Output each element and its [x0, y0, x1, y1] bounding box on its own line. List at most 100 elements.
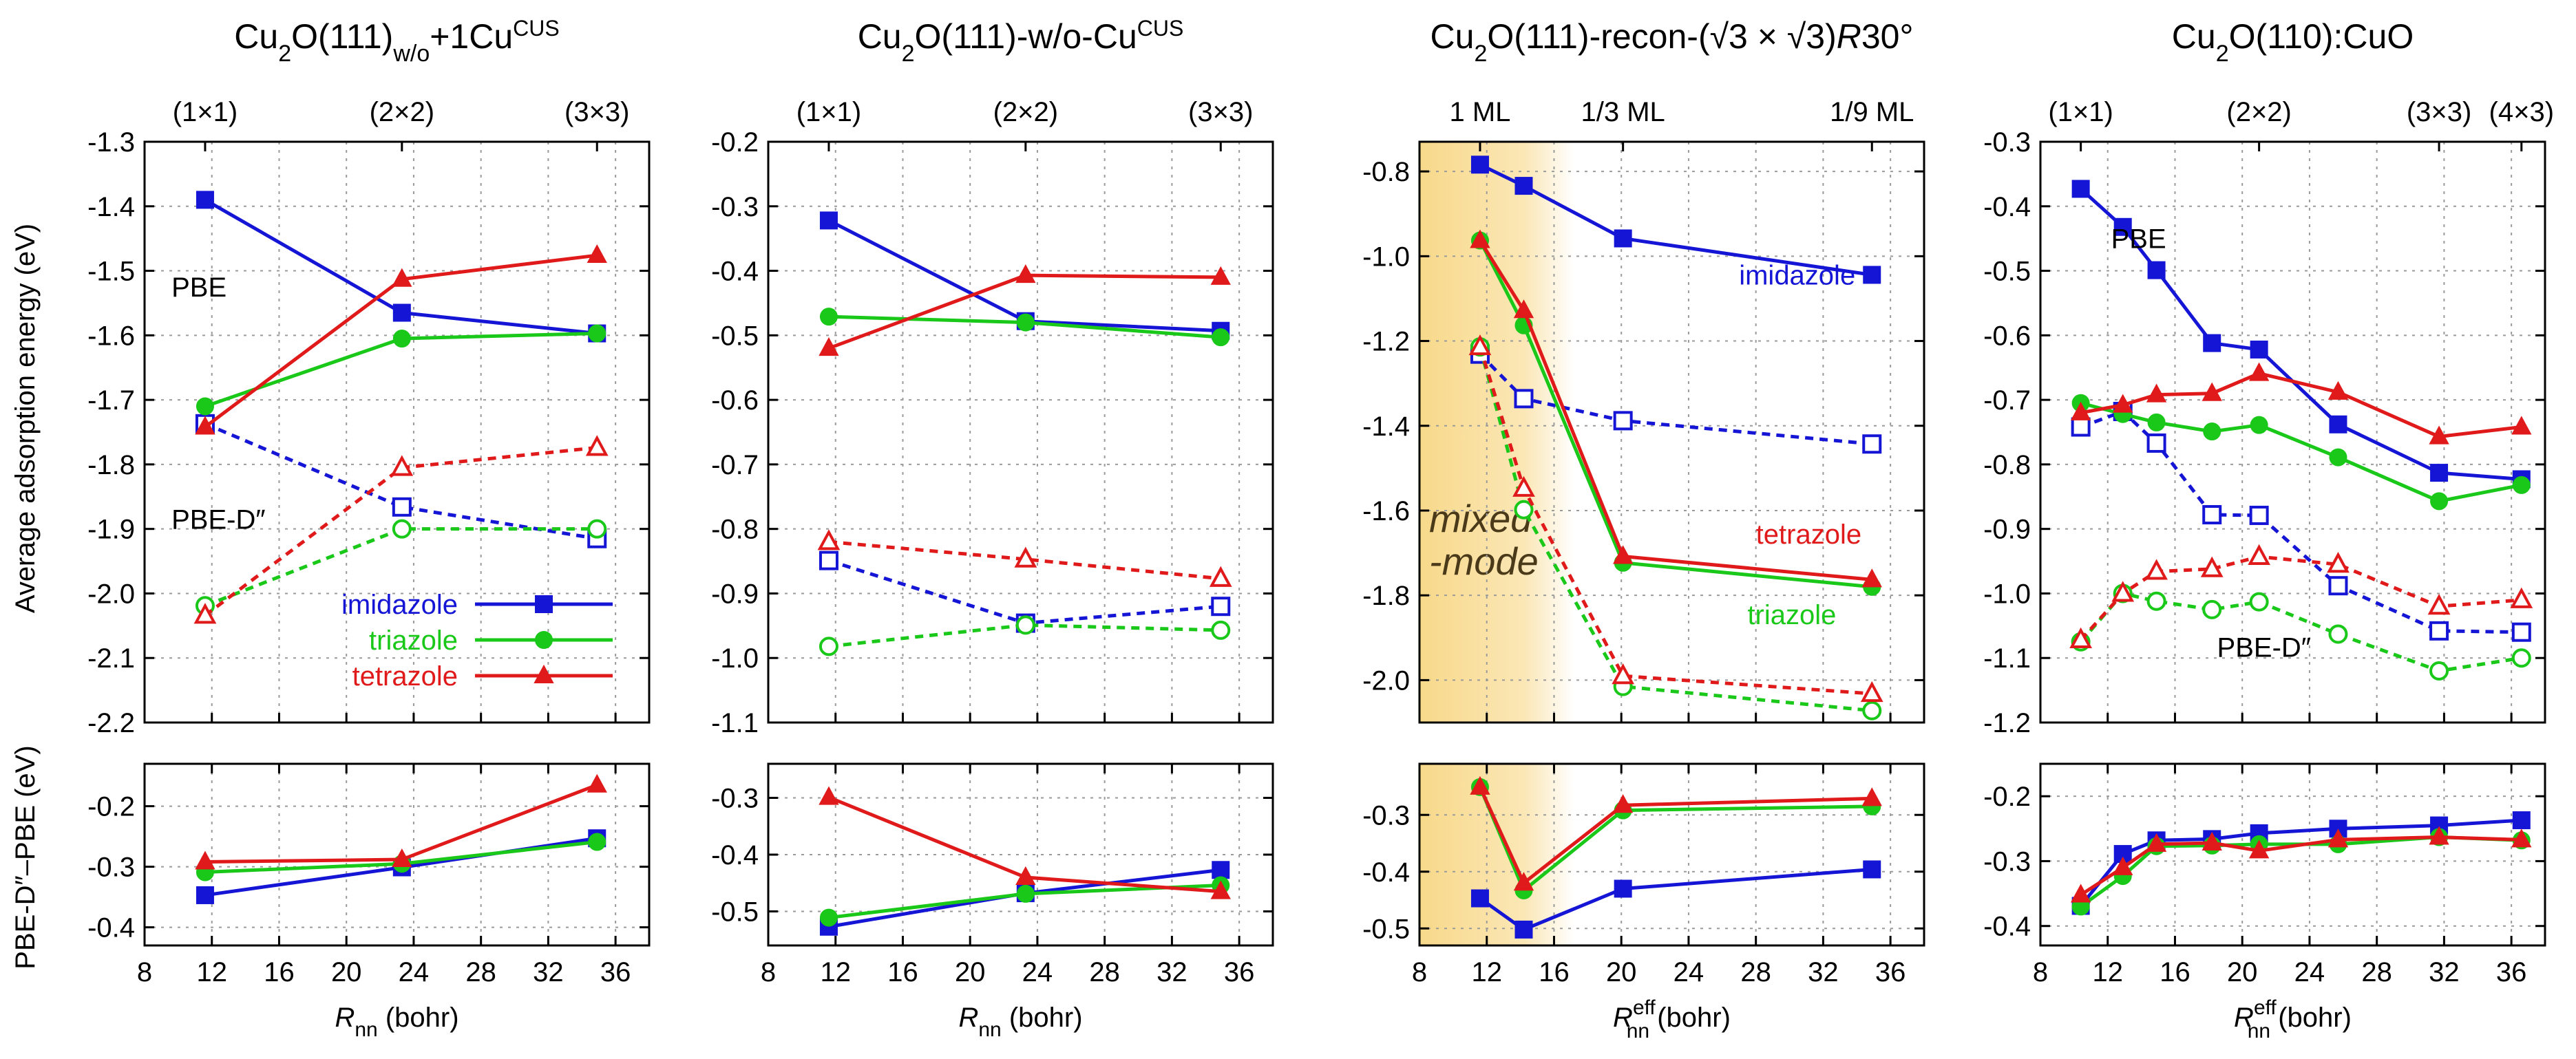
diff-point-tetrazole — [2202, 831, 2222, 851]
data-point-imidazole — [1211, 597, 1231, 617]
diff-plot-frame — [2039, 762, 2546, 947]
data-point-tetrazole — [1512, 475, 1535, 497]
x-tick-label: 12 — [820, 957, 851, 987]
diff-point-triazole — [819, 908, 838, 927]
data-point-imidazole — [2071, 417, 2091, 437]
top-axis-label: 1 ML — [1449, 97, 1510, 127]
data-point-triazole — [2430, 492, 2449, 511]
diff-point-imidazole — [1470, 889, 1489, 908]
data-point-triazole — [196, 397, 214, 416]
top-axis-label: 1/9 ML — [1830, 97, 1914, 127]
data-point-triazole — [1015, 615, 1035, 635]
diff-line-triazole — [2080, 835, 2522, 908]
data-point-imidazole — [1614, 229, 1632, 248]
legend-label-imidazole: imidazole — [341, 590, 458, 620]
data-point-triazole — [2203, 422, 2221, 441]
diff-point-tetrazole — [2327, 828, 2349, 848]
diff-line-tetrazole — [1478, 786, 1872, 886]
top-axis-label: (2×2) — [370, 97, 435, 127]
data-point-tetrazole — [2070, 401, 2091, 420]
diff-line-imidazole — [1479, 867, 1872, 932]
data-point-tetrazole — [1612, 545, 1634, 564]
x-tick-label: 28 — [2361, 957, 2392, 987]
series-line-tetrazole-pbe-d — [828, 539, 1221, 581]
diff-point-triazole — [588, 833, 606, 851]
data-point-imidazole — [1514, 389, 1534, 409]
data-point-tetrazole — [390, 455, 414, 476]
data-point-tetrazole — [2427, 594, 2451, 615]
data-point-triazole — [1212, 328, 1230, 347]
data-point-tetrazole — [2069, 627, 2092, 648]
data-point-tetrazole — [1861, 568, 1882, 588]
y-tick-label: -0.9 — [711, 579, 759, 609]
x-tick-label: 16 — [887, 957, 918, 987]
x-tick-label: 28 — [465, 957, 496, 987]
data-point-triazole — [587, 519, 607, 539]
legend-marker-tetrazole — [534, 664, 554, 683]
annotation-text: imidazole — [1739, 260, 1855, 290]
diff-y-axis-label: PBE-D″–PBE (eV) — [10, 745, 41, 969]
series-line-triazole-pbe-d — [828, 623, 1221, 648]
data-point-triazole — [2146, 591, 2166, 611]
y-tick-label: -2.0 — [87, 579, 135, 609]
y-tick-label: -1.7 — [87, 385, 135, 416]
data-point-imidazole — [2202, 505, 2222, 525]
x-tick-label: 36 — [1224, 957, 1255, 987]
y-tick-label: -1.5 — [87, 257, 135, 287]
diff-point-imidazole — [2512, 811, 2531, 830]
legend-marker-imidazole — [535, 595, 553, 613]
data-point-tetrazole — [1468, 334, 1492, 356]
top-axis-label: 1/3 ML — [1581, 97, 1665, 127]
series-line-tetrazole-pbe-d — [2079, 555, 2522, 641]
diff-point-imidazole — [1863, 860, 1881, 879]
x-tick-label: 8 — [1412, 957, 1427, 987]
x-tick-label: 16 — [2160, 957, 2190, 987]
main-plot-frame — [2039, 140, 2546, 724]
data-point-imidazole — [819, 211, 838, 230]
x-tick-label: 24 — [1022, 957, 1053, 987]
main-y-axis-label: Average adsorption energy (eV) — [10, 224, 41, 613]
data-point-triazole — [2250, 416, 2268, 434]
data-point-tetrazole — [819, 336, 839, 356]
data-point-imidazole — [392, 303, 411, 322]
y-tick-label: -2.2 — [87, 708, 135, 738]
data-point-imidazole — [1863, 266, 1881, 284]
data-point-imidazole — [392, 497, 412, 517]
panel-title: Cu2O(111)w/o+1CuCUS — [234, 16, 559, 67]
y-tick-label: -2.0 — [1362, 665, 1410, 696]
x-axis-label: Rnn (bohr) — [335, 1003, 458, 1041]
x-tick-label: 12 — [2092, 957, 2123, 987]
top-axis-label: (4×3) — [2489, 97, 2555, 127]
y-tick-label: -2.1 — [87, 643, 135, 674]
y-tick-label: -0.2 — [87, 792, 135, 822]
data-point-tetrazole — [1014, 546, 1037, 568]
data-point-triazole — [819, 308, 838, 326]
diff-point-tetrazole — [2113, 856, 2133, 875]
series-line-imidazole-pbe — [1479, 163, 1872, 277]
diff-point-tetrazole — [587, 773, 607, 793]
x-tick-label: 36 — [1875, 957, 1906, 987]
diff-point-imidazole — [1212, 861, 1230, 879]
x-axis-label: Reff nn (bohr) — [2234, 996, 2352, 1042]
diff-point-tetrazole — [2429, 826, 2449, 845]
diff-point-tetrazole — [2146, 833, 2167, 852]
data-point-imidazole — [196, 191, 214, 209]
x-tick-label: 32 — [1157, 957, 1187, 987]
y-tick-label: -1.0 — [1983, 579, 2031, 609]
y-tick-label: -0.5 — [1362, 914, 1410, 944]
data-point-triazole — [1211, 620, 1231, 640]
top-axis-label: (2×2) — [2226, 97, 2292, 127]
data-point-tetrazole — [2248, 362, 2270, 381]
data-point-triazole — [1016, 313, 1035, 332]
data-point-tetrazole — [2327, 381, 2349, 400]
main-plot-frame — [143, 140, 651, 724]
y-tick-label: -1.8 — [1362, 581, 1410, 611]
data-point-imidazole — [2250, 340, 2268, 359]
data-point-tetrazole — [585, 435, 609, 456]
top-axis-label: (3×3) — [564, 97, 630, 127]
data-point-triazole — [1862, 700, 1882, 720]
top-axis-label: (1×1) — [2048, 97, 2113, 127]
y-tick-label: -1.6 — [1362, 496, 1410, 526]
data-point-triazole — [392, 519, 412, 539]
mixed-mode-region-diff — [1419, 764, 1574, 945]
